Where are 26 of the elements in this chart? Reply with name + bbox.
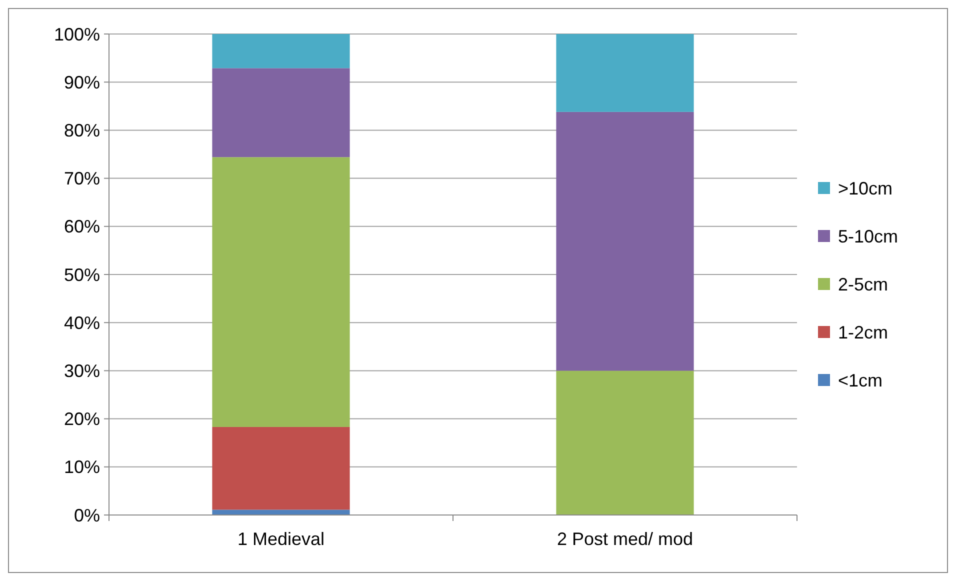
legend-label: 2-5cm: [838, 274, 888, 294]
bar: [212, 510, 350, 515]
x-tick-label: 1 Medieval: [237, 529, 325, 549]
bar: [212, 157, 350, 427]
legend-label: <1cm: [838, 370, 883, 390]
bar: [556, 370, 694, 515]
y-tick-label: 10%: [64, 457, 100, 478]
bar: [556, 112, 694, 371]
bar: [212, 68, 350, 158]
y-tick-label: 30%: [64, 361, 100, 381]
y-tick-label: 70%: [64, 168, 100, 189]
y-tick-label: 20%: [64, 409, 100, 430]
bar: [556, 34, 694, 112]
bar: [212, 426, 350, 510]
bar: [212, 34, 350, 68]
legend-label: >10cm: [838, 178, 893, 198]
y-tick-label: 80%: [64, 120, 100, 140]
y-tick-label: 40%: [64, 312, 100, 333]
y-tick-label: 0%: [74, 505, 100, 526]
y-tick-label: 90%: [64, 72, 100, 92]
y-tick-label: 60%: [64, 216, 100, 237]
legend-label: 5-10cm: [838, 226, 898, 246]
y-tick-label: 100%: [54, 24, 100, 44]
legend-label: 1-2cm: [838, 322, 888, 342]
x-tick-label: 2 Post med/ mod: [556, 529, 694, 549]
y-tick-label: 50%: [64, 264, 100, 285]
